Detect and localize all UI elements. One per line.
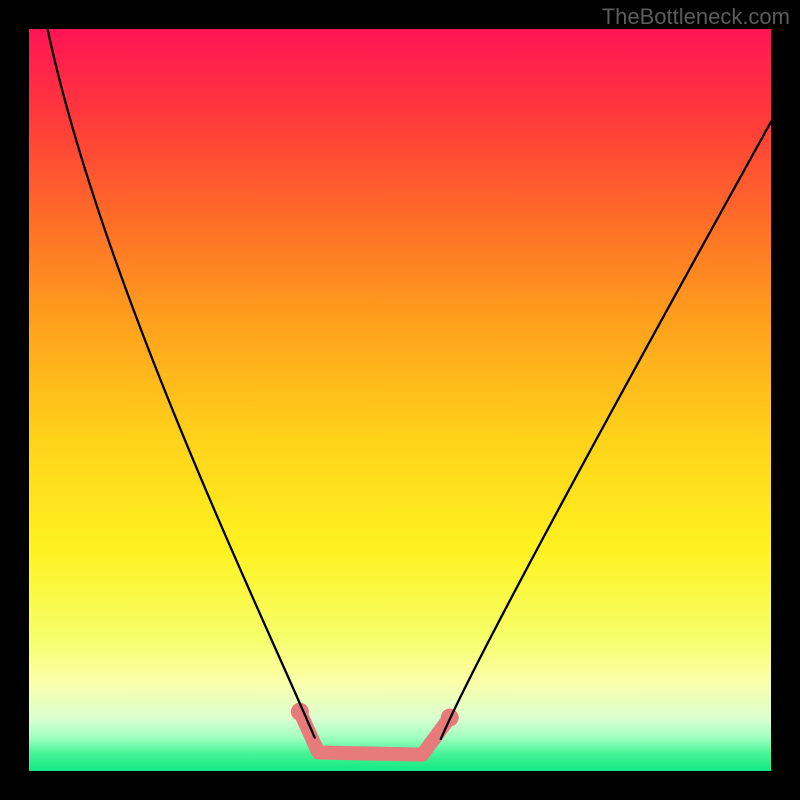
gradient-rect xyxy=(29,29,771,771)
outer-frame: TheBottleneck.com xyxy=(0,0,800,800)
watermark-text: TheBottleneck.com xyxy=(602,4,790,30)
gradient-background xyxy=(29,29,771,771)
